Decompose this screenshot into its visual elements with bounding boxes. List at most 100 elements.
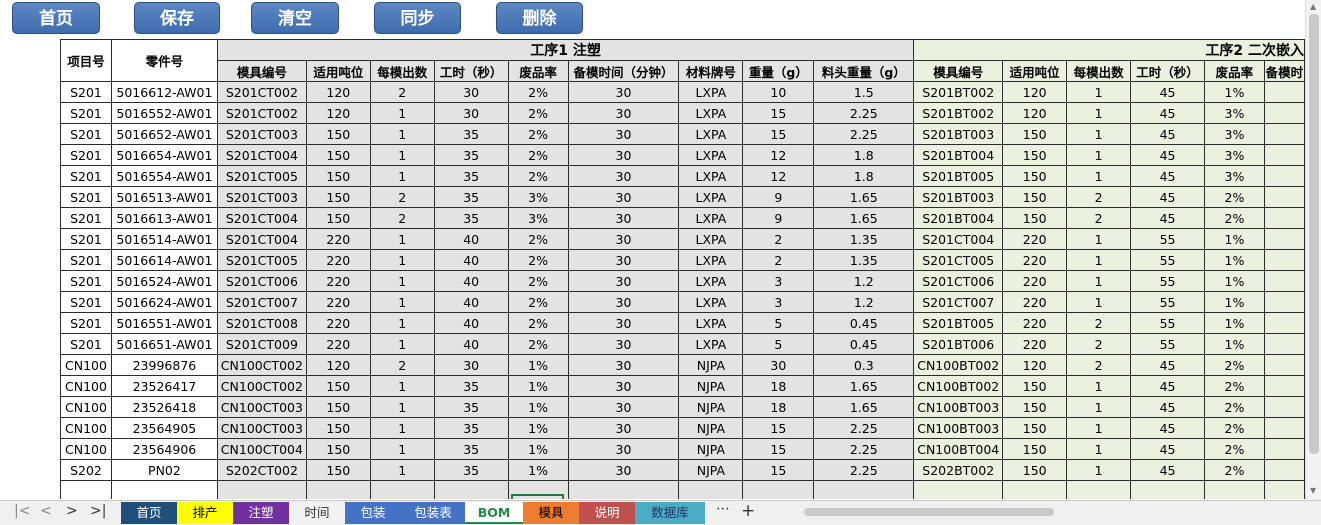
table-cell[interactable]: 40	[433, 333, 509, 355]
table-cell[interactable]: S201CT004	[216, 207, 307, 229]
prev-sheet-icon[interactable]: <	[40, 503, 52, 519]
table-cell[interactable]	[1204, 480, 1265, 499]
table-cell[interactable]: 150	[305, 186, 371, 208]
table-cell[interactable]: 1%	[507, 396, 569, 418]
table-cell[interactable]	[110, 480, 218, 499]
table-cell[interactable]: S202BT002	[913, 459, 1004, 481]
table-cell[interactable]: S202CT002	[216, 459, 307, 481]
table-cell[interactable]: 2%	[1204, 354, 1265, 376]
table-cell[interactable]: 1.2	[813, 291, 915, 313]
table-cell[interactable]: 1	[1066, 396, 1132, 418]
table-cell[interactable]: 1	[369, 333, 435, 355]
sheet-tab[interactable]: 包装表	[401, 502, 465, 524]
table-cell[interactable]: 220	[1002, 312, 1068, 334]
table-cell[interactable]: 30	[567, 186, 680, 208]
table-cell[interactable]: 1%	[1204, 249, 1265, 271]
table-cell[interactable]: LXPA	[678, 165, 744, 187]
table-cell[interactable]: 12	[742, 144, 815, 166]
table-cell[interactable]: 15	[742, 459, 815, 481]
table-cell[interactable]: S201BT004	[913, 144, 1004, 166]
table-cell[interactable]: 5016613-AW01	[110, 207, 218, 229]
scroll-down-icon[interactable]: ▼	[1310, 486, 1317, 495]
table-cell[interactable]	[1066, 480, 1132, 499]
sheet-tab[interactable]: 首页	[121, 502, 177, 524]
table-cell[interactable]	[1263, 333, 1305, 355]
table-cell[interactable]: CN100BT002	[913, 354, 1004, 376]
delete-button[interactable]: 删除	[496, 2, 583, 34]
table-cell[interactable]: CN100CT003	[216, 396, 307, 418]
table-cell[interactable]: S201BT002	[913, 102, 1004, 124]
table-cell[interactable]: 2	[1066, 333, 1132, 355]
table-cell[interactable]: 150	[1002, 375, 1068, 397]
table-cell[interactable]: S201CT004	[216, 228, 307, 250]
table-cell[interactable]: S201BT002	[913, 81, 1004, 103]
table-cell[interactable]: 30	[433, 354, 509, 376]
table-cell[interactable]: 1	[369, 375, 435, 397]
add-sheet-icon[interactable]: +	[741, 501, 756, 521]
table-cell[interactable]: 45	[1130, 375, 1205, 397]
scroll-up-icon[interactable]: ▲	[1310, 2, 1317, 11]
table-cell[interactable]: 23564906	[110, 438, 218, 460]
table-cell[interactable]: S201	[60, 228, 112, 250]
table-cell[interactable]: CN100	[60, 375, 112, 397]
table-cell[interactable]: S201BT005	[913, 165, 1004, 187]
table-cell[interactable]: 9	[742, 207, 815, 229]
table-cell[interactable]: 45	[1130, 417, 1205, 439]
table-cell[interactable]: 2%	[507, 312, 569, 334]
table-cell[interactable]: 150	[305, 396, 371, 418]
table-cell[interactable]: CN100BT003	[913, 396, 1004, 418]
table-cell[interactable]: 1.65	[813, 186, 915, 208]
table-cell[interactable]: 30	[567, 123, 680, 145]
table-cell[interactable]: 3%	[507, 207, 569, 229]
table-cell[interactable]: 5016551-AW01	[110, 312, 218, 334]
table-cell[interactable]: 15	[742, 438, 815, 460]
table-cell[interactable]: CN100BT003	[913, 417, 1004, 439]
table-cell[interactable]: 150	[1002, 438, 1068, 460]
table-cell[interactable]	[1263, 438, 1305, 460]
table-cell[interactable]: 45	[1130, 438, 1205, 460]
table-cell[interactable]: 150	[1002, 186, 1068, 208]
table-cell[interactable]: 30	[742, 354, 815, 376]
table-cell[interactable]: 1	[369, 417, 435, 439]
table-cell[interactable]: 40	[433, 249, 509, 271]
table-cell[interactable]: 2%	[507, 270, 569, 292]
table-cell[interactable]: 30	[567, 81, 680, 103]
table-cell[interactable]: 220	[1002, 228, 1068, 250]
table-cell[interactable]	[1263, 396, 1305, 418]
table-cell[interactable]: LXPA	[678, 144, 744, 166]
table-cell[interactable]: LXPA	[678, 123, 744, 145]
sheet-tab[interactable]: 注塑	[233, 502, 289, 524]
table-cell[interactable]: NJPA	[678, 354, 744, 376]
table-cell[interactable]: 2	[1066, 354, 1132, 376]
table-cell[interactable]: 120	[1002, 354, 1068, 376]
table-cell[interactable]: 2%	[1204, 207, 1265, 229]
table-cell[interactable]: 220	[305, 312, 371, 334]
table-cell[interactable]: 1%	[507, 354, 569, 376]
table-cell[interactable]: CN100BT004	[913, 438, 1004, 460]
table-cell[interactable]: 40	[433, 312, 509, 334]
table-cell[interactable]: 150	[305, 207, 371, 229]
table-cell[interactable]: S201	[60, 186, 112, 208]
table-cell[interactable]: 220	[305, 270, 371, 292]
table-cell[interactable]	[216, 480, 307, 499]
table-cell[interactable]: 1%	[1204, 270, 1265, 292]
table-cell[interactable]: 1	[1066, 123, 1132, 145]
table-cell[interactable]: 2%	[507, 144, 569, 166]
table-cell[interactable]: 23564905	[110, 417, 218, 439]
table-cell[interactable]: 1	[369, 102, 435, 124]
sheet-tab[interactable]: 说明	[579, 502, 635, 524]
table-cell[interactable]: 2%	[507, 123, 569, 145]
table-cell[interactable]: S201	[60, 312, 112, 334]
table-cell[interactable]: LXPA	[678, 312, 744, 334]
table-cell[interactable]	[1263, 312, 1305, 334]
table-cell[interactable]: 30	[567, 144, 680, 166]
table-cell[interactable]: 2%	[507, 249, 569, 271]
save-button[interactable]: 保存	[134, 2, 220, 34]
table-cell[interactable]: 220	[305, 333, 371, 355]
table-cell[interactable]: 220	[1002, 333, 1068, 355]
table-cell[interactable]: 220	[1002, 249, 1068, 271]
table-cell[interactable]: 1%	[507, 459, 569, 481]
table-cell[interactable]: 2%	[507, 228, 569, 250]
table-cell[interactable]: 1	[1066, 144, 1132, 166]
table-cell[interactable]: 3%	[1204, 123, 1265, 145]
